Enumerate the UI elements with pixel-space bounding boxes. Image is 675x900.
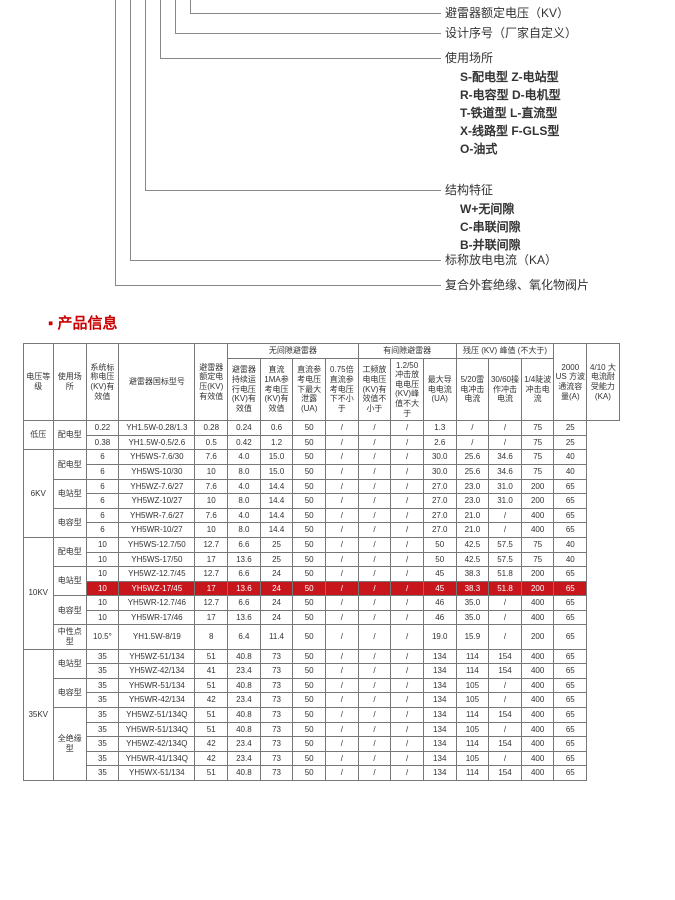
spec-row: 6YH5WS-10/30108.015.050///30.025.634.675… <box>23 464 652 479</box>
spec-row: 35YH5WR-51/134Q5140.87350///134105/40065 <box>23 722 652 737</box>
spec-row: 电容型6YH5WR-7.6/277.64.014.450///27.021.0/… <box>23 508 652 523</box>
diagram-label: 避雷器额定电压（KV） <box>445 4 569 21</box>
use-place-option: R-电容型 D-电机型 <box>460 86 561 103</box>
struct-feat-option: B-并联间隙 <box>460 236 521 253</box>
diagram-label: 使用场所 <box>445 49 493 66</box>
spec-row: 6YH5WR-10/27108.014.450///27.021.0/40065 <box>23 523 652 538</box>
spec-row: 35KV电站型35YH5WZ-51/1345140.87350///134114… <box>23 649 652 664</box>
diagram-label: 设计序号（厂家自定义） <box>445 24 577 41</box>
use-place-option: X-线路型 F-GLS型 <box>460 122 559 139</box>
spec-row: 电容型10YH5WR-12.7/4612.76.62450///4635.0/4… <box>23 596 652 611</box>
spec-row: 35YH5WR-41/134Q4223.47350///134105/40065 <box>23 751 652 766</box>
spec-table: 电压等级使用场所系统标称电压(KV)有效值 避雷器国标型号避雷器额定电压(KV)… <box>23 343 653 781</box>
struct-feat-option: W+无间隙 <box>460 200 514 217</box>
diagram-label: 结构特征 <box>445 181 493 198</box>
diagram-label: 标称放电电流（KA） <box>445 251 557 268</box>
spec-row: 10YH5WZ-17/451713.62450///4538.351.82006… <box>23 581 652 596</box>
spec-row: 电站型6YH5WZ-7.6/277.64.014.450///27.023.03… <box>23 479 652 494</box>
spec-row: 35YH5WZ-42/1344123.47350///1341141544006… <box>23 664 652 679</box>
spec-row: 35YH5WZ-42/134Q4223.47350///134114154400… <box>23 737 652 752</box>
naming-diagram: 避雷器额定电压（KV） 设计序号（厂家自定义） 使用场所结构特征标称放电电流（KA）… <box>0 0 675 300</box>
struct-feat-option: C-串联间隙 <box>460 218 521 235</box>
spec-row: 低压配电型0.22YH1.5W-0.28/1.30.280.240.650///… <box>23 421 652 436</box>
spec-row: 全绝缘型35YH5WZ-51/134Q5140.87350///13411415… <box>23 708 652 723</box>
use-place-option: S-配电型 Z-电站型 <box>460 68 559 85</box>
section-title: 产品信息 <box>48 312 675 333</box>
use-place-option: T-铁道型 L-直流型 <box>460 104 557 121</box>
spec-row: 10KV配电型10YH5WS-12.7/5012.76.62550///5042… <box>23 537 652 552</box>
diagram-label: 复合外套绝缘、氧化物阀片 <box>445 276 589 293</box>
spec-row: 10YH5WR-17/461713.62450///4635.0/40065 <box>23 610 652 625</box>
spec-row: 中性点型10.5°YH1.5W-8/1986.411.450///19.015.… <box>23 625 652 649</box>
use-place-option: O-油式 <box>460 140 497 157</box>
spec-row: 10YH5WS-17/501713.62550///5042.557.57540 <box>23 552 652 567</box>
spec-row: 电容型35YH5WR-51/1345140.87350///134105/400… <box>23 678 652 693</box>
spec-row: 电站型10YH5WZ-12.7/4512.76.62450///4538.351… <box>23 567 652 582</box>
spec-row: 6KV配电型6YH5WS-7.6/307.64.015.050///30.025… <box>23 450 652 465</box>
spec-row: 35YH5WR-42/1344223.47350///134105/40065 <box>23 693 652 708</box>
spec-row: 0.38YH1.5W-0.5/2.60.50.421.250///2.6//75… <box>23 435 652 450</box>
spec-row: 6YH5WZ-10/27108.014.450///27.023.031.020… <box>23 494 652 509</box>
spec-row: 35YH5WX-51/1345140.87350///1341141544006… <box>23 766 652 781</box>
